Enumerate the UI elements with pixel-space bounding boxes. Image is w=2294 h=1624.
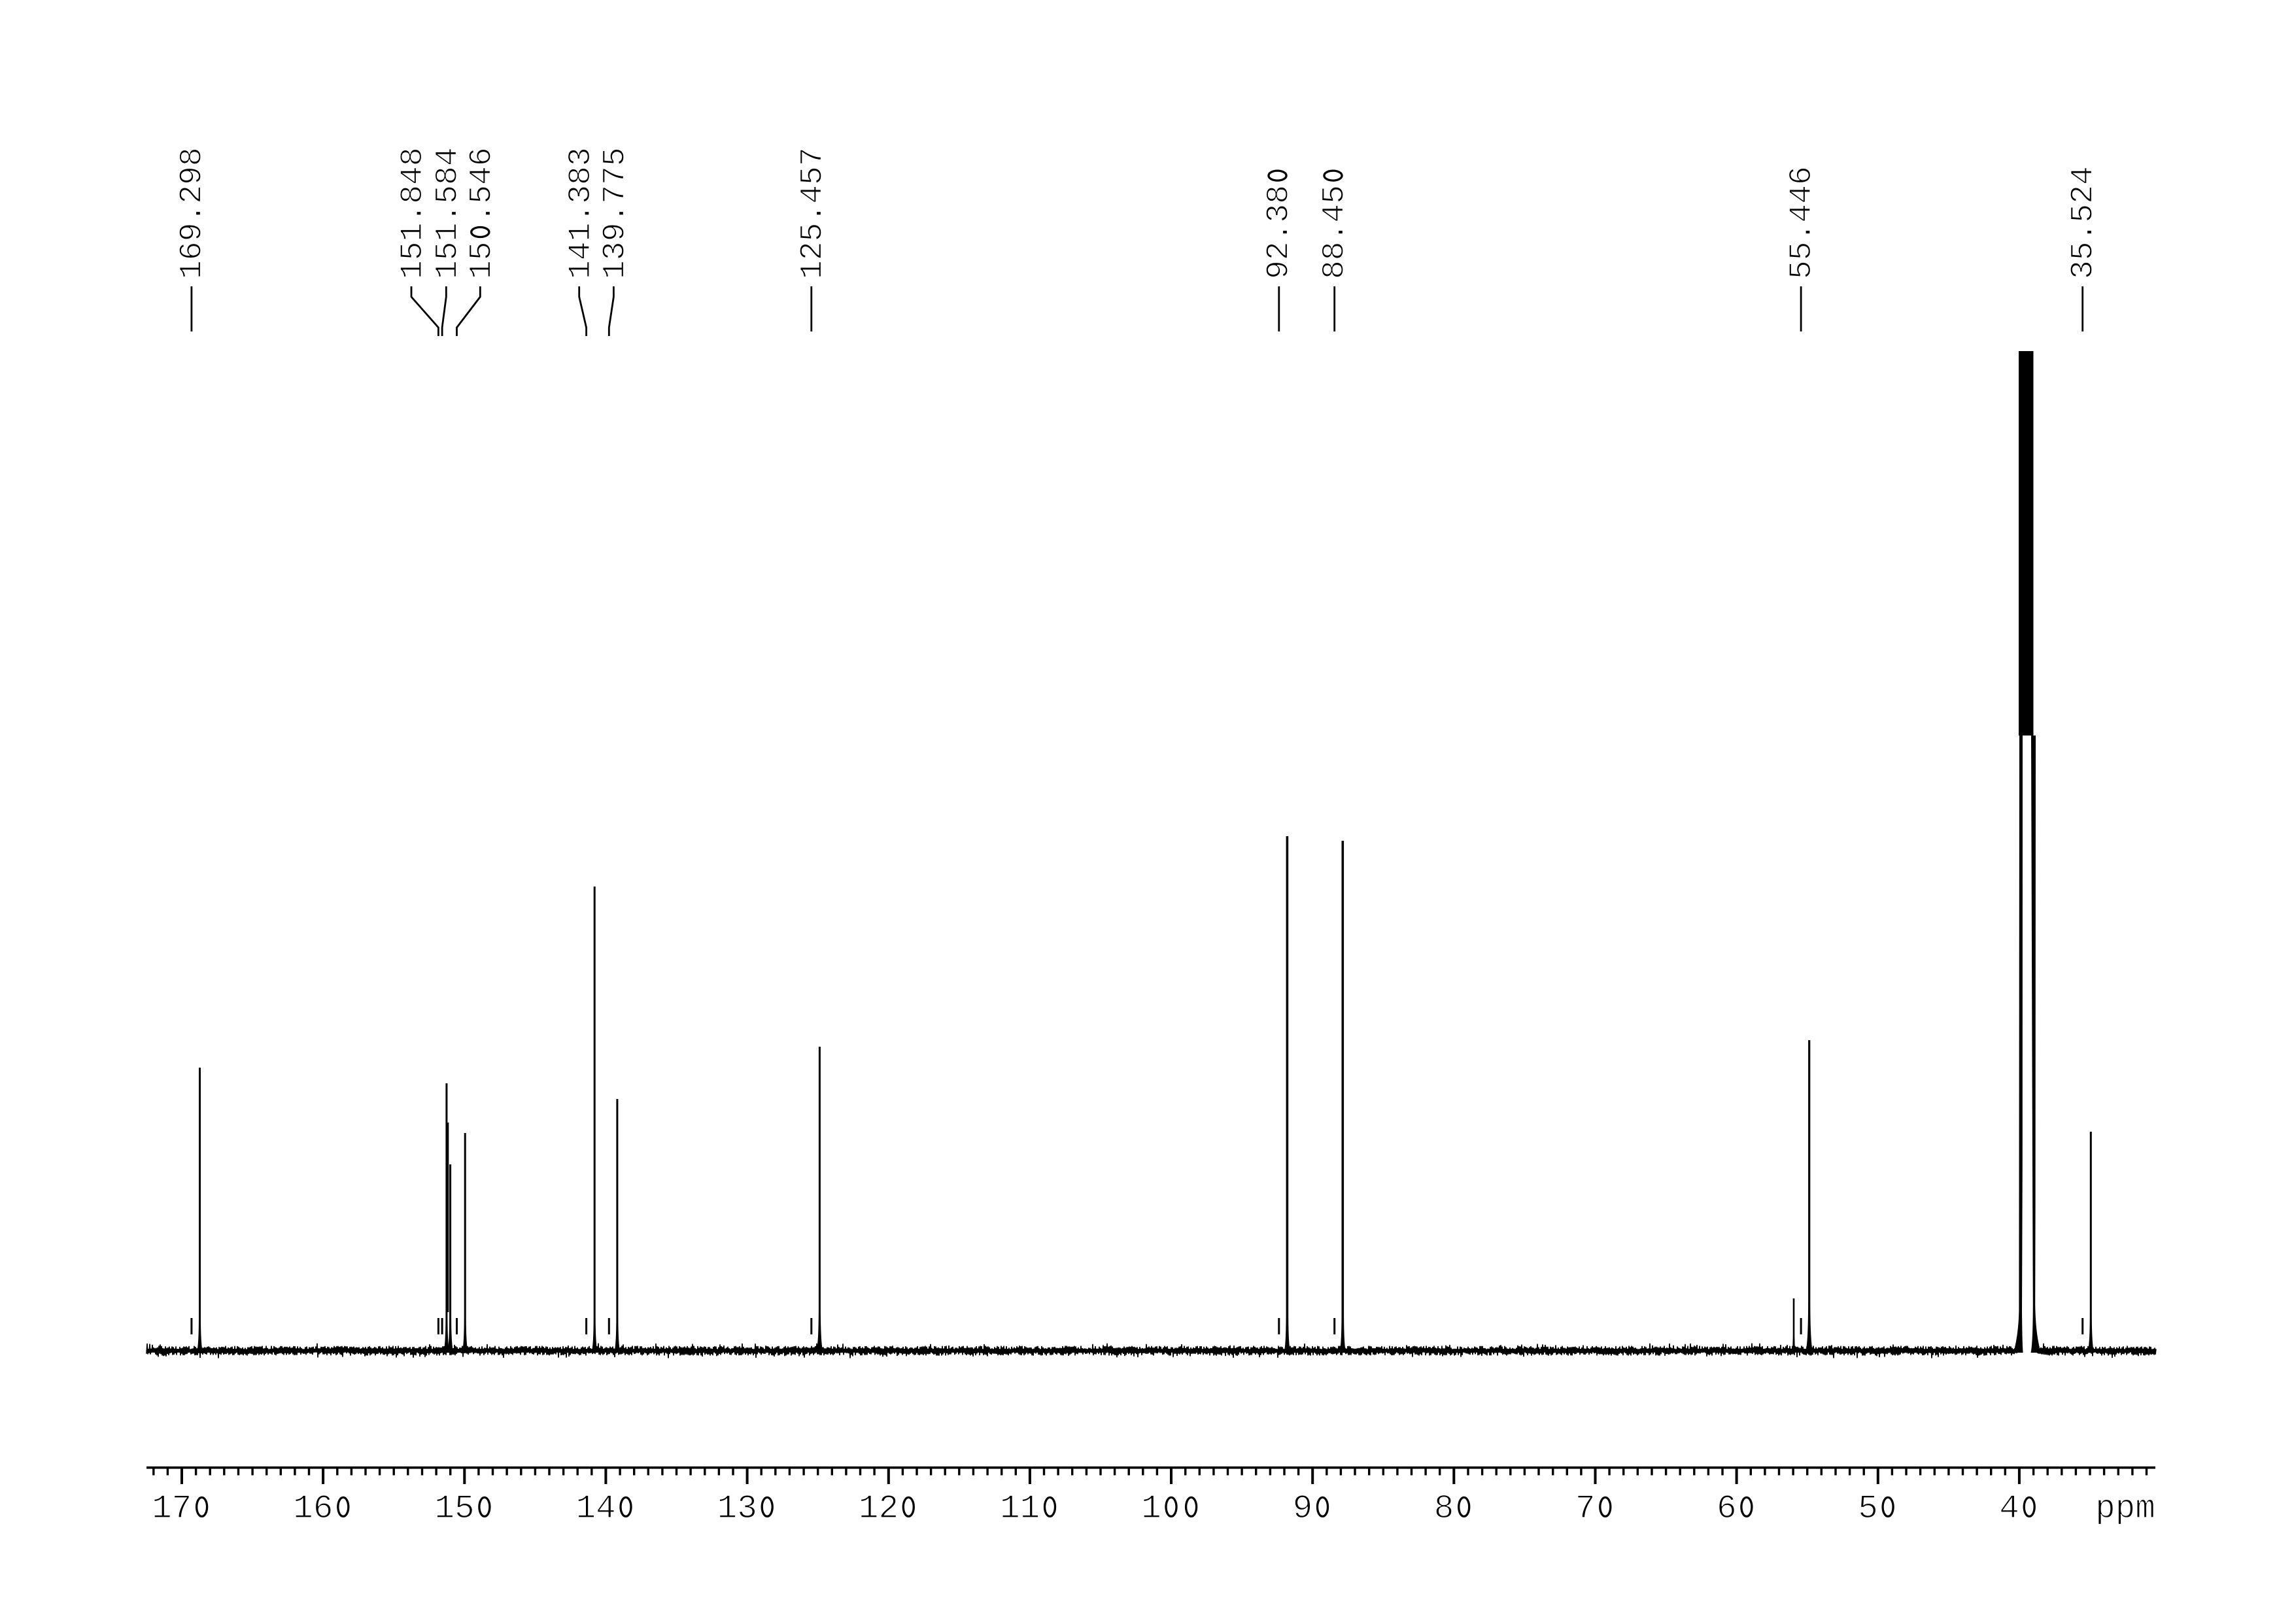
svg-text:11: 11 [1000, 1491, 1060, 1528]
svg-text:15: 15 [434, 1491, 494, 1528]
svg-text:13: 13 [717, 1491, 778, 1528]
svg-text:151.848: 151.848 [396, 147, 431, 279]
svg-text:12: 12 [859, 1491, 919, 1528]
svg-text:88.45: 88.45 [1318, 166, 1353, 279]
svg-text:ppm: ppm [2095, 1491, 2155, 1528]
svg-text:141.383: 141.383 [564, 147, 599, 279]
svg-text:151.584: 151.584 [431, 147, 466, 279]
svg-text:92.38: 92.38 [1262, 166, 1297, 279]
svg-text:14: 14 [575, 1491, 636, 1528]
svg-text:15 .546: 15 .546 [465, 147, 500, 279]
svg-text:8: 8 [1434, 1491, 1474, 1528]
svg-text:5: 5 [1858, 1491, 1898, 1528]
svg-text:35.524: 35.524 [2066, 166, 2102, 279]
svg-text:1: 1 [1141, 1491, 1201, 1528]
svg-text:9: 9 [1293, 1491, 1333, 1528]
svg-text:7: 7 [1575, 1491, 1615, 1528]
svg-text:4: 4 [1999, 1491, 2039, 1528]
svg-text:55.446: 55.446 [1785, 166, 1820, 279]
svg-text:139.775: 139.775 [598, 147, 634, 279]
svg-text:6: 6 [1717, 1491, 1756, 1528]
svg-text:125.457: 125.457 [796, 147, 831, 279]
svg-text:169.298: 169.298 [175, 147, 211, 279]
svg-text:16: 16 [293, 1491, 353, 1528]
svg-text:17: 17 [152, 1491, 212, 1528]
